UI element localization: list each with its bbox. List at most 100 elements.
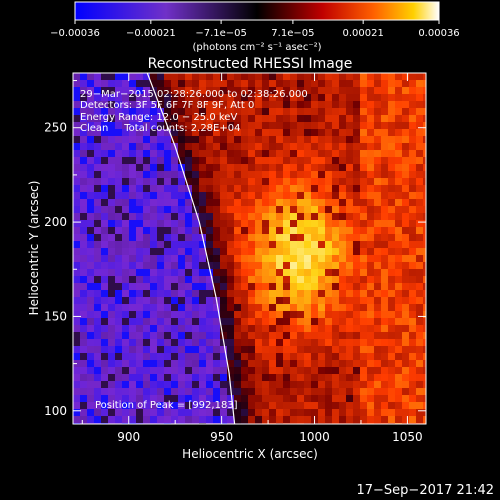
heatmap-cell <box>304 409 312 417</box>
heatmap-cell <box>122 199 130 207</box>
heatmap-cell <box>304 381 312 389</box>
heatmap-cell <box>80 360 88 368</box>
heatmap-cell <box>255 297 263 305</box>
heatmap-cell <box>115 416 123 424</box>
heatmap-cell <box>157 150 165 158</box>
heatmap-cell <box>241 101 249 109</box>
heatmap-cell <box>157 87 165 95</box>
heatmap-cell <box>143 73 151 81</box>
heatmap-cell <box>346 171 354 179</box>
heatmap-cell <box>129 360 137 368</box>
heatmap-cell <box>136 318 144 326</box>
heatmap-cell <box>234 388 242 396</box>
heatmap-cell <box>150 290 158 298</box>
heatmap-cell <box>157 122 165 130</box>
heatmap-cell <box>395 157 403 165</box>
heatmap-cell <box>388 402 396 410</box>
heatmap-cell <box>269 269 277 277</box>
heatmap-cell <box>248 94 256 102</box>
heatmap-cell <box>353 94 361 102</box>
heatmap-cell <box>178 374 186 382</box>
heatmap-cell <box>94 94 102 102</box>
heatmap-cell <box>290 80 298 88</box>
heatmap-cell <box>129 297 137 305</box>
heatmap-cell <box>143 199 151 207</box>
heatmap-cell <box>248 80 256 88</box>
heatmap-cell <box>346 325 354 333</box>
heatmap-cell <box>290 178 298 186</box>
heatmap-cell <box>248 73 256 81</box>
heatmap-cell <box>346 318 354 326</box>
heatmap-cell <box>262 157 270 165</box>
heatmap-cell <box>136 395 144 403</box>
heatmap-cell <box>234 374 242 382</box>
y-axis-label: Heliocentric Y (arcsec) <box>27 181 41 316</box>
heatmap-cell <box>346 374 354 382</box>
heatmap-cell <box>290 402 298 410</box>
heatmap-cell <box>164 374 172 382</box>
heatmap-cell <box>171 192 179 200</box>
heatmap-cell <box>395 73 403 81</box>
heatmap-cell <box>423 178 426 186</box>
heatmap-cell <box>108 129 116 137</box>
heatmap-cell <box>213 101 221 109</box>
heatmap-cell <box>332 136 340 144</box>
heatmap-cell <box>311 402 319 410</box>
heatmap-cell <box>101 416 109 424</box>
heatmap-cell <box>206 73 214 81</box>
heatmap-cell <box>262 388 270 396</box>
heatmap-cell <box>227 304 235 312</box>
heatmap-cell <box>388 129 396 137</box>
heatmap-cell <box>227 311 235 319</box>
heatmap-cell <box>108 220 116 228</box>
heatmap-cell <box>101 304 109 312</box>
heatmap-cell <box>227 416 235 424</box>
heatmap-cell <box>297 339 305 347</box>
heatmap-cell <box>115 150 123 158</box>
heatmap-cell <box>297 122 305 130</box>
heatmap-cell <box>262 297 270 305</box>
plot-frame <box>72 72 427 425</box>
heatmap-cell <box>262 325 270 333</box>
heatmap-cell <box>402 311 410 319</box>
heatmap-cell <box>150 339 158 347</box>
heatmap-cell <box>248 346 256 354</box>
heatmap-cell <box>262 164 270 172</box>
heatmap-cell <box>318 80 326 88</box>
heatmap-cell <box>206 248 214 256</box>
heatmap-cell <box>248 409 256 417</box>
heatmap-cell <box>241 143 249 151</box>
heatmap-cell <box>101 332 109 340</box>
heatmap-cell <box>367 164 375 172</box>
heatmap-cell <box>122 80 130 88</box>
heatmap-cell <box>423 311 426 319</box>
heatmap-cell <box>255 409 263 417</box>
heatmap-cell <box>290 143 298 151</box>
heatmap-cell <box>269 150 277 158</box>
heatmap-cell <box>346 388 354 396</box>
heatmap-cell <box>185 73 193 81</box>
heatmap-cell <box>150 178 158 186</box>
heatmap-cell <box>374 185 382 193</box>
heatmap-cell <box>388 101 396 109</box>
heatmap-cell <box>220 353 228 361</box>
heatmap-cell <box>318 276 326 284</box>
heatmap-cell <box>276 290 284 298</box>
heatmap-cell <box>122 290 130 298</box>
heatmap-cell <box>192 178 200 186</box>
heatmap-cell <box>185 395 193 403</box>
heatmap-cell <box>213 248 221 256</box>
heatmap-cell <box>213 318 221 326</box>
heatmap-cell <box>346 115 354 123</box>
heatmap-cell <box>73 262 81 270</box>
heatmap-cell <box>353 346 361 354</box>
heatmap-cell <box>94 171 102 179</box>
heatmap-cell <box>192 318 200 326</box>
heatmap-cell <box>101 241 109 249</box>
heatmap-cell <box>402 262 410 270</box>
heatmap-cell <box>150 199 158 207</box>
heatmap-cell <box>297 213 305 221</box>
heatmap-cell <box>129 185 137 193</box>
heatmap-cell <box>402 360 410 368</box>
heatmap-cell <box>367 416 375 424</box>
